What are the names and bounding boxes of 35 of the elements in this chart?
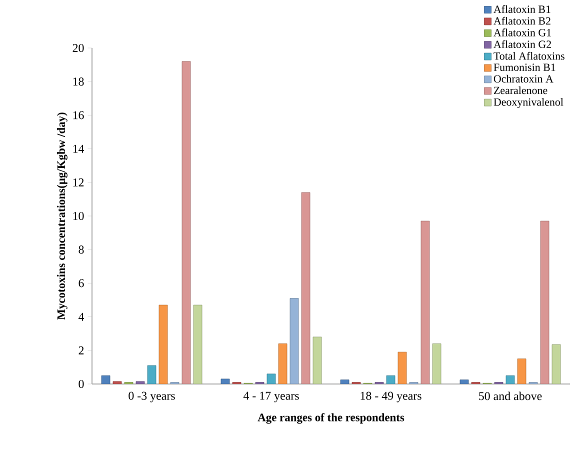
x-tick-label: 0 -3 years [128, 392, 175, 402]
legend-label: Aflatoxin G2 [494, 40, 551, 48]
x-axis-title: Age ranges of the respondents [258, 413, 404, 424]
bar [290, 298, 299, 384]
y-tick-label: 18 [73, 78, 84, 86]
bar [101, 375, 110, 384]
x-tick-label: 18 - 49 years [360, 392, 422, 402]
legend-label: Aflatoxin B1 [494, 5, 550, 13]
bar [386, 375, 396, 384]
y-axis-title: Mycotoxins concentrations(µg/Kgbw /day) [56, 112, 68, 320]
y-tick-label: 16 [73, 111, 84, 120]
legend-label: Aflatoxin G1 [494, 28, 551, 36]
x-tick-label: 50 and above [479, 392, 542, 400]
y-tick-label: 8 [78, 246, 84, 254]
y-tick-label: 10 [73, 212, 84, 220]
y-tick-label: 0 [78, 380, 84, 388]
y-tick-label: 20 [72, 44, 84, 52]
legend-label: Fumonisin B1 [494, 64, 556, 71]
bar [147, 365, 156, 384]
bar [506, 375, 515, 384]
bar [340, 380, 350, 384]
bar [220, 378, 230, 384]
y-tick-label: 12 [73, 178, 84, 186]
bar [266, 374, 276, 384]
y-tick-label: 14 [73, 144, 84, 153]
bar [460, 380, 469, 384]
y-tick-label: 4 [78, 312, 84, 321]
legend-label: Aflatoxin B2 [494, 16, 550, 25]
legend-label: Zearalenone [494, 86, 548, 94]
x-tick-label: 4 - 17 years [243, 392, 299, 402]
legend-label: Ochratoxin A [494, 74, 554, 83]
y-tick-label: 2 [78, 346, 84, 354]
legend-label: Total Aflatoxins [494, 52, 564, 60]
y-tick-label: 6 [78, 279, 84, 288]
legend-label: Deoxynivalenol [494, 98, 564, 108]
